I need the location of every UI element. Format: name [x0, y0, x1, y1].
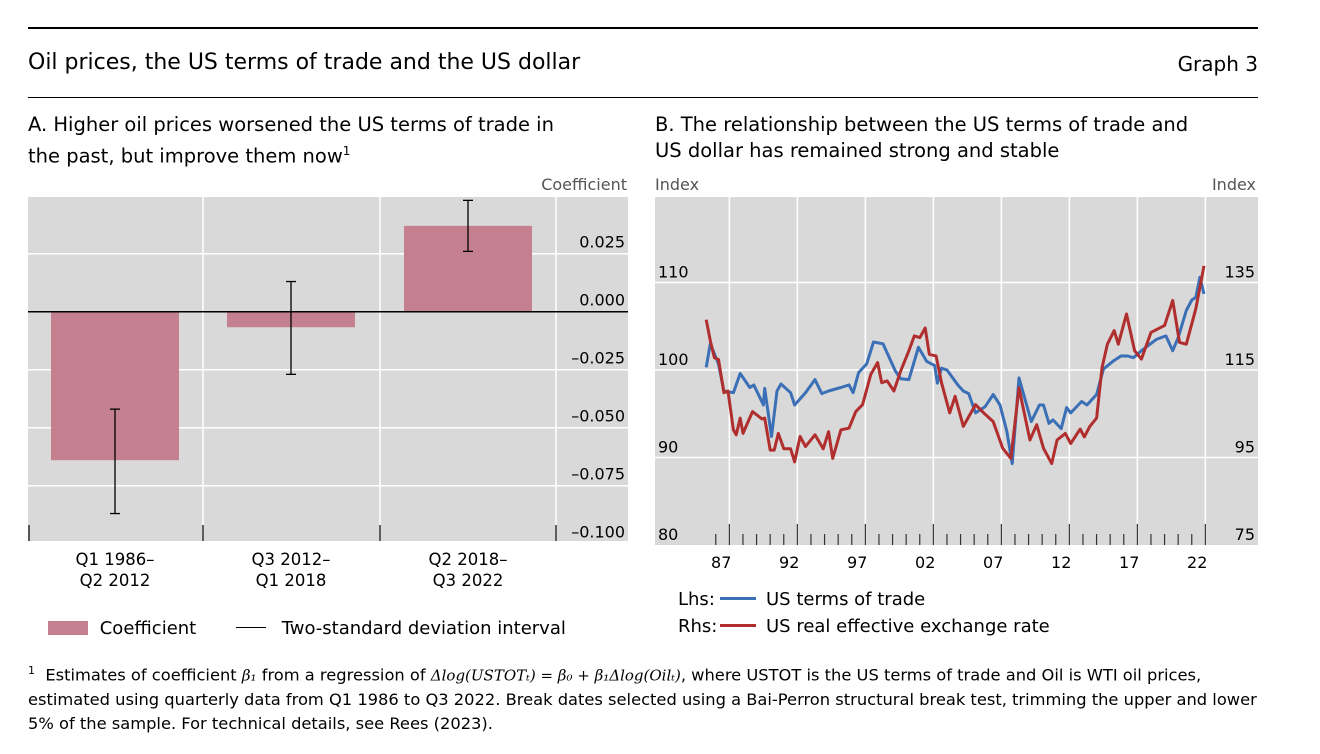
x-tick-label: 17 — [1119, 553, 1139, 572]
legend-tot-swatch — [720, 597, 756, 600]
top-rule — [28, 27, 1258, 29]
legend-reer-swatch — [720, 624, 756, 627]
y-left-tick-label: 90 — [658, 438, 678, 457]
y-right-tick-label: 95 — [1235, 438, 1255, 457]
panel-a-subtitle: A. Higher oil prices worsened the US ter… — [28, 112, 554, 170]
panel-b-unit-right: Index — [1211, 175, 1256, 194]
legend-coefficient: Coefficient — [99, 618, 197, 639]
footnote-formula: Δlog(USTOTₜ) = β₀ + β₁Δlog(Oilₜ) — [430, 666, 681, 685]
footnote-beta: β₁ — [241, 666, 257, 685]
legend-tot: US terms of trade — [766, 589, 926, 610]
x-category-label-line: Q3 2012– — [251, 550, 331, 569]
legend-bar-swatch — [48, 621, 88, 635]
x-category-label-line: Q3 2022 — [432, 571, 504, 590]
panel-a-unit: Coefficient — [541, 175, 627, 194]
footnote-text-post: , where USTOT is the US terms of trade a… — [28, 665, 1257, 734]
y-tick-label: 0.025 — [579, 233, 625, 252]
x-category-label-line: Q2 2012 — [79, 571, 151, 590]
y-left-tick-label: 80 — [658, 525, 678, 544]
plot-background — [655, 197, 1258, 545]
x-tick-label: 92 — [779, 553, 799, 572]
panel-b-line-chart: 80 90 100 110 75 95 115 135 87 92 97 02 07 12 17 22 — [655, 197, 1258, 572]
y-tick-label: –0.100 — [571, 523, 625, 542]
panel-b-subtitle-line2: US dollar has remained strong and stable — [655, 139, 1060, 162]
x-tick-label: 87 — [711, 553, 731, 572]
x-category-label-line: Q1 1986– — [75, 550, 155, 569]
graph-title: Oil prices, the US terms of trade and th… — [28, 50, 581, 75]
legend-lhs-prefix: Lhs: — [678, 589, 715, 610]
graph-number: Graph 3 — [1177, 52, 1258, 76]
x-category-label: Q3 2012– Q1 2018 — [211, 549, 371, 591]
footnote-text-pre: Estimates of coefficient — [45, 665, 242, 685]
x-category-label-line: Q2 2018– — [428, 550, 508, 569]
panel-b-subtitle-line1: B. The relationship between the US terms… — [655, 113, 1189, 136]
panel-a-bar-chart: 0.025 0.000 –0.025 –0.050 –0.075 –0.100 — [28, 197, 628, 542]
panel-a-legend: Coefficient Two-standard deviation inter… — [48, 618, 566, 639]
legend-interval: Two-standard deviation interval — [281, 618, 566, 639]
legend-rhs-prefix: Rhs: — [678, 616, 718, 637]
series-real-effective-exchange-rate — [704, 265, 1206, 466]
y-left-tick-label: 110 — [658, 263, 689, 282]
x-tick-label: 07 — [983, 553, 1003, 572]
title-rule — [28, 97, 1258, 98]
x-category-label-line: Q1 2018 — [255, 571, 327, 590]
panel-b-legend: Lhs: US terms of trade Rhs: US real effect… — [678, 586, 1050, 640]
footnote-mark: 1 — [342, 144, 351, 158]
footnote: 1 Estimates of coefficient β₁ from a reg… — [28, 659, 1268, 737]
x-category-label: Q2 2018– Q3 2022 — [388, 549, 548, 591]
y-right-tick-label: 135 — [1224, 263, 1255, 282]
x-tick-label: 97 — [847, 553, 867, 572]
y-tick-label: 0.000 — [579, 291, 625, 310]
y-right-tick-label: 75 — [1235, 525, 1255, 544]
panel-b-subtitle: B. The relationship between the US terms… — [655, 112, 1188, 164]
footnote-text-mid: from a regression of — [256, 665, 431, 685]
y-left-tick-label: 100 — [658, 350, 689, 369]
panel-b-unit-left: Index — [655, 175, 700, 194]
x-category-label: Q1 1986– Q2 2012 — [35, 549, 195, 591]
x-tick-label: 12 — [1051, 553, 1071, 572]
series-terms-of-trade — [704, 275, 1206, 466]
y-tick-label: –0.025 — [571, 349, 625, 368]
x-tick-label: 02 — [915, 553, 935, 572]
x-tick-label: 22 — [1187, 553, 1207, 572]
legend-interval-line — [235, 626, 266, 628]
y-tick-label: –0.075 — [571, 465, 625, 484]
panel-a-subtitle-line2: the past, but improve them now — [28, 144, 343, 168]
y-right-tick-label: 115 — [1224, 350, 1255, 369]
y-tick-label: –0.050 — [571, 407, 625, 426]
legend-reer: US real effective exchange rate — [766, 616, 1050, 637]
panel-a-subtitle-line1: A. Higher oil prices worsened the US ter… — [28, 113, 554, 136]
footnote-number: 1 — [28, 664, 35, 677]
